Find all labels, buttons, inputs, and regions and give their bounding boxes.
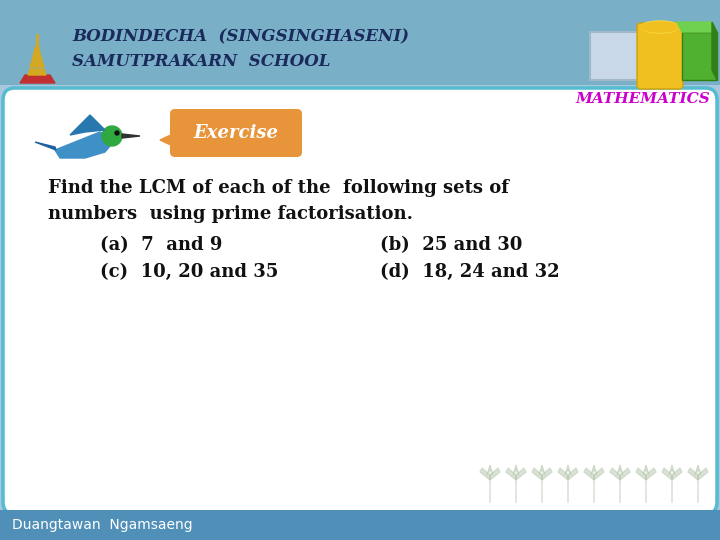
Polygon shape: [594, 468, 604, 480]
Ellipse shape: [641, 22, 679, 32]
Polygon shape: [620, 468, 630, 480]
Text: SAMUTPRAKARN  SCHOOL: SAMUTPRAKARN SCHOOL: [72, 53, 330, 71]
Polygon shape: [542, 468, 552, 480]
Polygon shape: [662, 468, 672, 480]
Polygon shape: [698, 468, 708, 480]
Polygon shape: [669, 465, 675, 475]
Ellipse shape: [641, 21, 679, 33]
Text: BODINDECHA  (SINGSINGHASENI): BODINDECHA (SINGSINGHASENI): [72, 29, 409, 45]
Text: (c)  10, 20 and 35: (c) 10, 20 and 35: [100, 263, 279, 281]
Polygon shape: [34, 48, 40, 54]
Text: Exercise: Exercise: [194, 124, 279, 142]
Polygon shape: [20, 75, 55, 83]
FancyBboxPatch shape: [3, 88, 717, 514]
Polygon shape: [677, 22, 717, 32]
Polygon shape: [516, 468, 526, 480]
Polygon shape: [480, 468, 490, 480]
Polygon shape: [688, 468, 698, 480]
Polygon shape: [30, 61, 44, 67]
Polygon shape: [539, 465, 545, 475]
Polygon shape: [558, 468, 568, 480]
FancyBboxPatch shape: [682, 32, 717, 80]
Polygon shape: [513, 465, 519, 475]
Text: Duangtawan  Ngamsaeng: Duangtawan Ngamsaeng: [12, 518, 193, 532]
Polygon shape: [490, 468, 500, 480]
Polygon shape: [506, 468, 516, 480]
FancyBboxPatch shape: [590, 32, 638, 80]
FancyBboxPatch shape: [637, 23, 683, 89]
Polygon shape: [695, 465, 701, 475]
Polygon shape: [636, 468, 646, 480]
Polygon shape: [55, 132, 115, 158]
Polygon shape: [70, 115, 105, 135]
Polygon shape: [610, 468, 620, 480]
Text: numbers  using prime factorisation.: numbers using prime factorisation.: [48, 205, 413, 223]
Polygon shape: [617, 465, 623, 475]
Polygon shape: [568, 468, 578, 480]
Polygon shape: [565, 465, 571, 475]
Polygon shape: [643, 465, 649, 475]
Polygon shape: [160, 133, 175, 147]
Polygon shape: [712, 22, 717, 80]
Polygon shape: [122, 134, 140, 138]
Text: (a)  7  and 9: (a) 7 and 9: [100, 236, 222, 254]
Circle shape: [115, 131, 119, 135]
Text: Find the LCM of each of the  following sets of: Find the LCM of each of the following se…: [48, 179, 509, 197]
Polygon shape: [646, 468, 656, 480]
Text: (b)  25 and 30: (b) 25 and 30: [380, 236, 523, 254]
FancyBboxPatch shape: [0, 0, 720, 85]
Text: (d)  18, 24 and 32: (d) 18, 24 and 32: [380, 263, 559, 281]
Polygon shape: [672, 468, 682, 480]
Polygon shape: [591, 465, 597, 475]
Polygon shape: [584, 468, 594, 480]
Polygon shape: [32, 54, 42, 60]
Text: MATHEMATICS: MATHEMATICS: [575, 92, 710, 106]
FancyBboxPatch shape: [170, 109, 302, 157]
Polygon shape: [35, 142, 56, 150]
Polygon shape: [35, 43, 39, 49]
FancyBboxPatch shape: [0, 510, 720, 540]
Polygon shape: [487, 465, 493, 475]
Polygon shape: [532, 468, 542, 480]
Polygon shape: [28, 69, 46, 75]
Circle shape: [102, 126, 122, 146]
